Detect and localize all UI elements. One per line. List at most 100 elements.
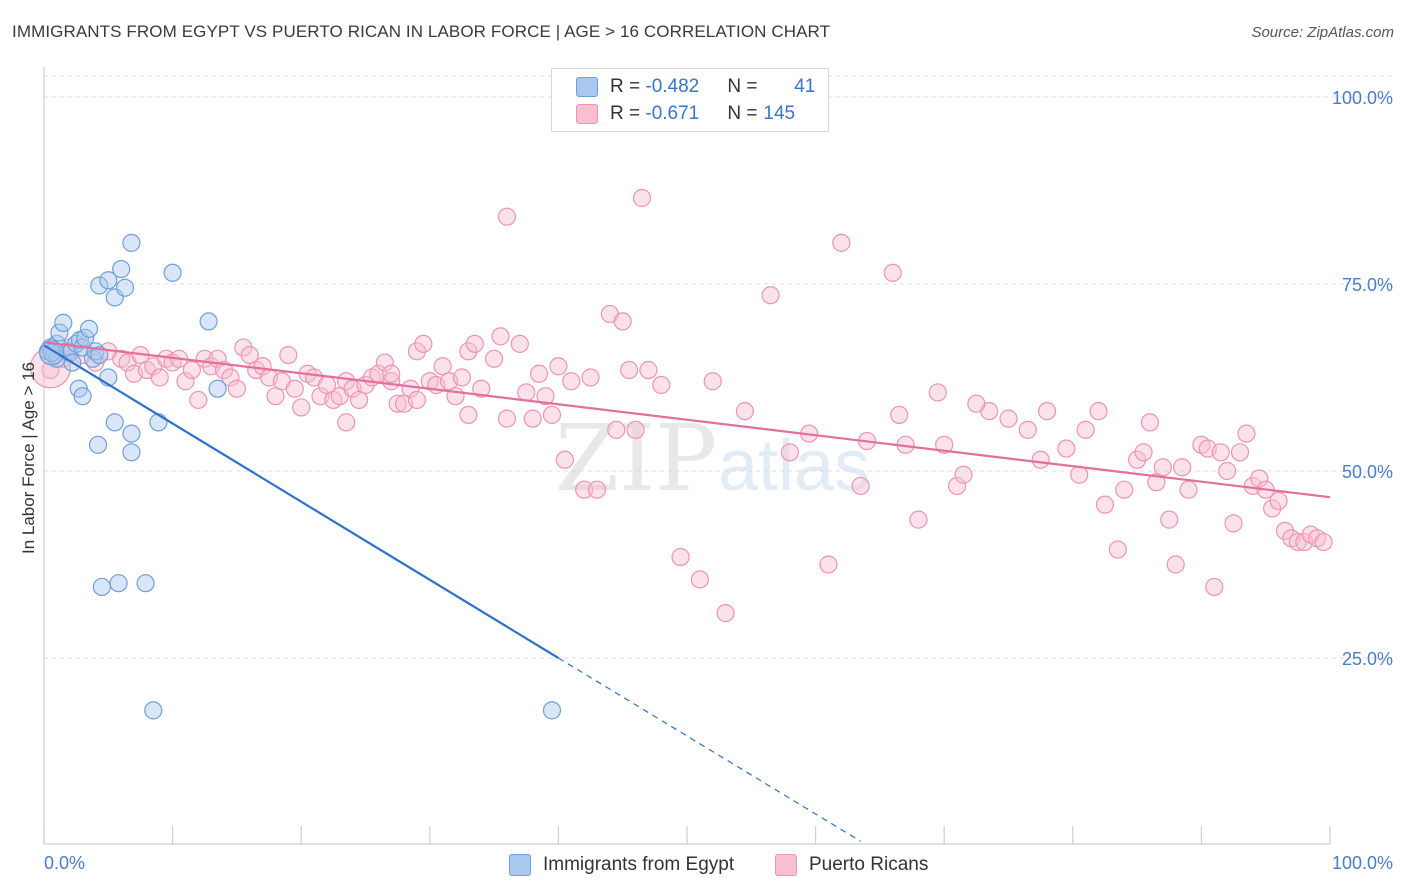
pr-point-77 [613, 312, 632, 331]
pr-point-53 [414, 334, 433, 353]
egypt-trend-extension [558, 657, 861, 842]
pr-point-75 [587, 480, 607, 499]
pr-point-89 [851, 476, 870, 496]
pr-point-136 [337, 413, 356, 432]
pr-point-85 [761, 286, 780, 305]
pr-point-121 [1237, 424, 1256, 443]
pr-point-134 [497, 207, 517, 226]
stats-row-pr: R = -0.671 N = 145 [576, 102, 795, 126]
y-tick-labels: 25.0% 50.0% 75.0% 100.0% [1332, 88, 1393, 669]
pr-point-73 [562, 372, 581, 391]
pr-point-108 [1147, 473, 1166, 492]
chart-source: Source: ZipAtlas.com [1251, 24, 1394, 41]
legend-egypt-label: Immigrants from Egypt [543, 854, 735, 875]
pr-point-47 [375, 353, 394, 372]
pr-point-18 [189, 390, 208, 410]
egypt-point-21 [105, 413, 124, 432]
pr-trend-line [43, 341, 1331, 499]
pr-point-137 [382, 364, 401, 383]
y-tick-label-1: 50.0% [1342, 462, 1393, 482]
egypt-trend-line [43, 344, 559, 659]
pr-n-value: 145 [763, 103, 796, 124]
legend-pr-swatch [775, 854, 797, 876]
egypt-point-37 [144, 701, 163, 720]
pr-point-32 [279, 345, 298, 365]
pr-point-113 [1179, 480, 1198, 499]
pr-point-51 [401, 379, 420, 398]
pr-point-22 [214, 360, 234, 380]
egypt-point-33 [208, 379, 227, 398]
egypt-point-36 [136, 574, 155, 593]
pr-point-118 [1218, 461, 1237, 481]
y-axis-title: In Labor Force | Age > 16 [19, 362, 38, 554]
pr-point-123 [1250, 469, 1269, 488]
pr-point-25 [234, 338, 253, 357]
stats-legend: R = -0.482 N = 41 R = -0.671 N = 145 [551, 68, 829, 132]
x-tick-label-min: 0.0% [44, 853, 85, 873]
egypt-point-26 [99, 271, 118, 290]
pr-point-116 [1205, 577, 1224, 597]
pr-point-64 [491, 327, 510, 346]
pr-point-144 [735, 402, 754, 421]
pr-point-59 [452, 368, 472, 387]
egypt-point-31 [163, 263, 182, 282]
pr-point-33 [285, 379, 304, 398]
egypt-point-35 [109, 574, 128, 593]
pr-point-135 [632, 188, 652, 208]
egypt-point-30 [122, 233, 141, 252]
egypt-point-29 [115, 278, 135, 297]
pr-r-value: -0.671 [645, 103, 700, 124]
pr-point-72 [555, 450, 574, 469]
pr-point-141 [581, 368, 600, 387]
pr-point-61 [465, 334, 484, 353]
pr-point-103 [1095, 495, 1115, 514]
pr-point-90 [883, 263, 902, 282]
pr-point-69 [536, 387, 555, 406]
pr-point-56 [433, 357, 452, 376]
pr-point-95 [947, 476, 967, 496]
pr-point-12 [150, 368, 169, 387]
egypt-point-24 [149, 413, 168, 432]
pr-point-107 [1134, 443, 1153, 462]
axes [43, 67, 1331, 845]
pr-point-138 [407, 390, 427, 410]
pr-point-148 [967, 394, 986, 413]
pr-point-142 [607, 420, 626, 439]
pr-point-66 [510, 334, 529, 353]
egypt-point-28 [112, 259, 131, 279]
egypt-point-5 [54, 313, 73, 332]
egypt-point-32 [199, 312, 218, 331]
y-tick-label-2: 75.0% [1342, 275, 1393, 295]
legend-pr-label: Puerto Ricans [809, 854, 929, 875]
pr-point-102 [1089, 402, 1108, 421]
pr-point-99 [1018, 420, 1037, 439]
egypt-point-25 [90, 276, 109, 295]
pr-points [29, 188, 1333, 623]
egypt-point-34 [92, 577, 111, 597]
pr-point-111 [1166, 555, 1185, 574]
chart-title: IMMIGRANTS FROM EGYPT VS PUERTO RICAN IN… [12, 22, 831, 41]
pr-r-label: R = [610, 103, 646, 124]
pr-point-100 [1037, 402, 1057, 421]
pr-point-49 [388, 394, 407, 413]
pr-point-150 [1057, 439, 1076, 458]
stats-row-egypt: R = -0.482 N = 41 [576, 75, 815, 99]
pr-point-24 [227, 379, 246, 398]
pr-point-101 [1076, 420, 1095, 439]
pr-point-16 [176, 372, 195, 391]
pr-point-143 [703, 372, 722, 391]
pr-point-60 [459, 342, 478, 361]
pr-point-86 [780, 443, 799, 462]
pr-point-70 [542, 405, 562, 424]
egypt-points [38, 233, 562, 720]
egypt-swatch [576, 77, 598, 97]
pr-point-62 [472, 379, 491, 398]
pr-point-149 [1031, 450, 1050, 469]
pr-point-68 [530, 364, 549, 383]
pr-point-30 [266, 387, 285, 406]
pr-point-80 [639, 360, 658, 380]
pr-point-94 [928, 383, 947, 402]
pr-point-110 [1160, 510, 1179, 529]
legend-item-egypt: Immigrants from Egypt [509, 852, 734, 878]
